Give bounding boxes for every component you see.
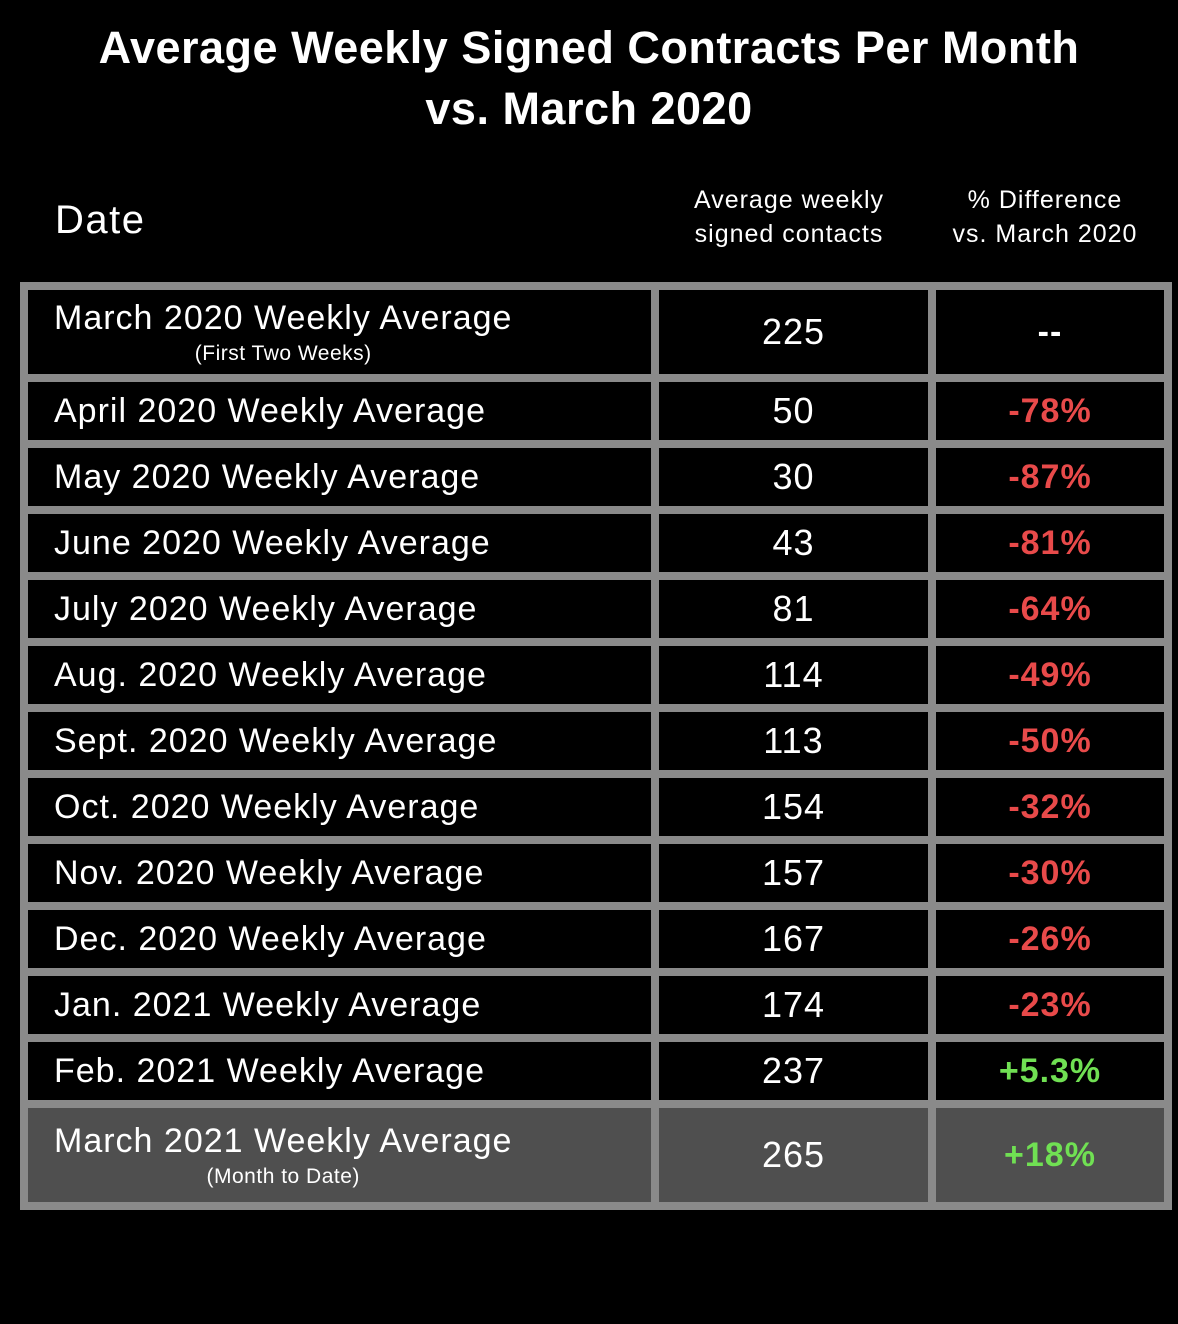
row-label: March 2021 Weekly Average: [54, 1121, 513, 1160]
table-row: Jan. 2021 Weekly Average 174 -23%: [20, 968, 1172, 1042]
column-header-avg-line2: signed contacts: [694, 219, 884, 248]
row-value: 225: [651, 282, 936, 382]
row-diff: -87%: [928, 440, 1172, 514]
page-title: Average Weekly Signed Contracts Per Mont…: [0, 18, 1178, 140]
row-diff: -32%: [928, 770, 1172, 844]
column-header-diff-line2: vs. March 2020: [952, 219, 1138, 248]
row-value: 237: [651, 1034, 936, 1108]
column-header-avg-line1: Average weekly: [693, 186, 885, 214]
contracts-table-body: March 2020 Weekly Average (First Two Wee…: [20, 282, 1172, 1210]
row-diff: --: [928, 282, 1172, 382]
row-label: Sept. 2020 Weekly Average: [54, 721, 498, 760]
row-value: 50: [651, 374, 936, 448]
row-value: 157: [651, 836, 936, 910]
row-diff: -26%: [928, 902, 1172, 976]
row-label: July 2020 Weekly Average: [54, 589, 478, 628]
row-diff: -49%: [928, 638, 1172, 712]
row-diff: +5.3%: [928, 1034, 1172, 1108]
column-header-difference: % Difference vs. March 2020: [926, 184, 1164, 252]
page-title-line2: vs. March 2020: [425, 82, 753, 134]
row-value: 43: [651, 506, 936, 580]
table-row: March 2021 Weekly Average (Month to Date…: [20, 1100, 1172, 1210]
row-label: April 2020 Weekly Average: [54, 391, 486, 430]
row-label: March 2020 Weekly Average: [54, 298, 513, 337]
row-label: June 2020 Weekly Average: [54, 523, 491, 562]
table-row: July 2020 Weekly Average 81 -64%: [20, 572, 1172, 646]
table-row: Feb. 2021 Weekly Average 237 +5.3%: [20, 1034, 1172, 1108]
table-row: Nov. 2020 Weekly Average 157 -30%: [20, 836, 1172, 910]
row-diff: -64%: [928, 572, 1172, 646]
table-row: Aug. 2020 Weekly Average 114 -49%: [20, 638, 1172, 712]
table-row: June 2020 Weekly Average 43 -81%: [20, 506, 1172, 580]
table-row: Dec. 2020 Weekly Average 167 -26%: [20, 902, 1172, 976]
row-diff: +18%: [928, 1100, 1172, 1210]
row-value: 265: [651, 1100, 936, 1210]
row-value: 113: [651, 704, 936, 778]
row-value: 167: [651, 902, 936, 976]
row-label: Feb. 2021 Weekly Average: [54, 1051, 486, 1090]
row-sublabel: (First Two Weeks): [194, 341, 372, 365]
row-value: 30: [651, 440, 936, 514]
contracts-table: March 2020 Weekly Average (First Two Wee…: [20, 282, 1172, 1210]
row-label: Nov. 2020 Weekly Average: [54, 853, 485, 892]
row-diff: -23%: [928, 968, 1172, 1042]
row-diff: -78%: [928, 374, 1172, 448]
row-sublabel: (Month to Date): [206, 1164, 360, 1188]
row-label: Dec. 2020 Weekly Average: [54, 919, 487, 958]
row-label: Jan. 2021 Weekly Average: [54, 985, 482, 1024]
row-value: 174: [651, 968, 936, 1042]
column-header-date: Date: [55, 198, 146, 242]
table-row: May 2020 Weekly Average 30 -87%: [20, 440, 1172, 514]
row-value: 81: [651, 572, 936, 646]
row-diff: -50%: [928, 704, 1172, 778]
row-label: May 2020 Weekly Average: [54, 457, 481, 496]
row-value: 154: [651, 770, 936, 844]
row-label: Oct. 2020 Weekly Average: [54, 787, 480, 826]
row-value: 114: [651, 638, 936, 712]
row-diff: -30%: [928, 836, 1172, 910]
row-diff: -81%: [928, 506, 1172, 580]
page-title-line1: Average Weekly Signed Contracts Per Mont…: [98, 22, 1080, 73]
table-row: March 2020 Weekly Average (First Two Wee…: [20, 282, 1172, 382]
table-row: Sept. 2020 Weekly Average 113 -50%: [20, 704, 1172, 778]
table-row: Oct. 2020 Weekly Average 154 -32%: [20, 770, 1172, 844]
column-header-diff-line1: % Difference: [967, 186, 1123, 214]
row-label: Aug. 2020 Weekly Average: [54, 655, 487, 694]
table-row: April 2020 Weekly Average 50 -78%: [20, 374, 1172, 448]
column-header-avg-weekly: Average weekly signed contacts: [648, 184, 930, 252]
